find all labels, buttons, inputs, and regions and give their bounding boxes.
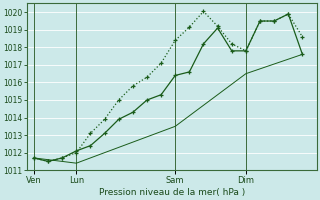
X-axis label: Pression niveau de la mer( hPa ): Pression niveau de la mer( hPa ) [99,188,245,197]
